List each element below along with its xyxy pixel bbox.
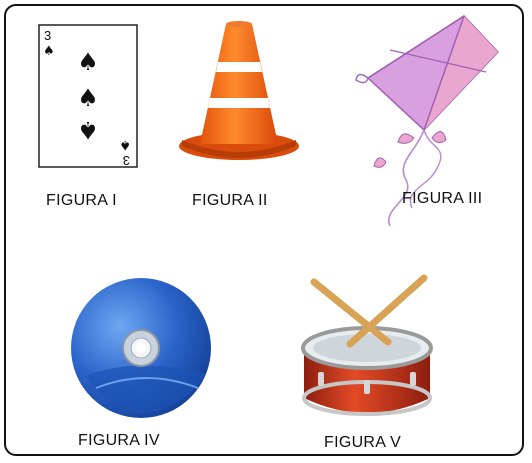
figure-panel: 3 ♠ ♠ ♠ ♠ 3 ♠ FIGURA I [4,4,524,456]
figure-3 [346,12,516,232]
drum-icon [301,274,433,416]
figure-4-label: FIGURA IV [78,432,160,449]
figure-5-label: FIGURA V [324,434,402,451]
card-rank-top: 3 [44,28,51,43]
card-pip-top: ♠ [77,48,99,76]
figure-4 [66,276,216,421]
figure-2-label: FIGURA II [192,192,268,209]
figure-1: 3 ♠ ♠ ♠ ♠ 3 ♠ [38,24,138,168]
figure-1-label: FIGURA I [46,192,117,209]
card-pip-bottom: ♠ [77,116,99,144]
compact-disc-icon [71,278,211,418]
figure-3-label: FIGURA III [402,190,483,207]
kite-icon [355,15,500,227]
playing-card-icon: 3 ♠ ♠ ♠ ♠ 3 ♠ [38,24,138,168]
card-pip-middle: ♠ [77,84,99,112]
card-suit-top: ♠ [43,44,55,59]
traffic-cone-icon [179,21,299,160]
card-rank-bottom: 3 [123,153,130,168]
figure-2 [174,18,304,168]
figure-5 [292,268,442,428]
card-suit-bottom: ♠ [119,137,131,152]
